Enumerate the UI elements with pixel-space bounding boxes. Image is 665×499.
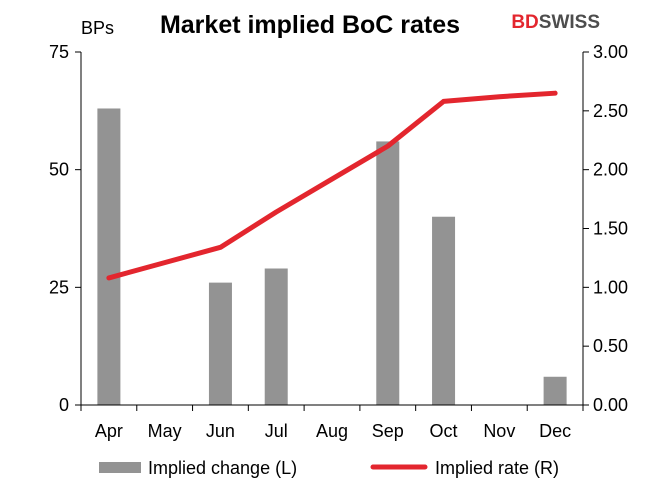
x-tick-label: Sep — [372, 421, 404, 441]
x-tick-label: Aug — [316, 421, 348, 441]
right-tick-label: 3.00 — [593, 42, 628, 62]
x-tick-label: Nov — [483, 421, 515, 441]
right-tick-label: 2.50 — [593, 101, 628, 121]
brand-logo: BDSWISS — [511, 12, 600, 33]
x-tick-label: Oct — [430, 421, 458, 441]
x-tick-label: Apr — [95, 421, 123, 441]
legend: Implied change (L) Implied rate (R) — [99, 458, 559, 478]
left-tick-label: 0 — [59, 395, 69, 415]
legend-item-bars: Implied change (L) — [99, 458, 297, 478]
left-axis-unit: BPs — [81, 18, 114, 38]
right-axis-ticks: 0.00 0.50 1.00 1.50 2.00 2.50 3.00 — [583, 42, 628, 415]
brand-logo-part1: BD — [511, 12, 538, 33]
svg-text:BDSWISS: BDSWISS — [511, 12, 600, 33]
bar-oct — [432, 216, 456, 405]
bar-series — [97, 108, 567, 405]
x-tick-label: May — [148, 421, 182, 441]
bar-jul — [264, 268, 288, 405]
legend-label-line: Implied rate (R) — [435, 458, 559, 478]
right-tick-label: 0.50 — [593, 336, 628, 356]
left-axis-ticks: 0 25 50 75 — [49, 42, 81, 415]
legend-label-bars: Implied change (L) — [148, 458, 297, 478]
x-tick-label: Dec — [539, 421, 571, 441]
legend-swatch-bars — [99, 462, 141, 473]
bar-jun — [208, 282, 232, 405]
x-tick-label: Jun — [206, 421, 235, 441]
right-tick-label: 1.00 — [593, 277, 628, 297]
right-tick-label: 1.50 — [593, 219, 628, 239]
bar-sep — [376, 141, 400, 405]
left-tick-label: 75 — [49, 42, 69, 62]
right-tick-label: 2.00 — [593, 160, 628, 180]
x-tick-label: Jul — [265, 421, 288, 441]
brand-logo-part2: SWISS — [539, 12, 600, 33]
bar-dec — [543, 376, 567, 405]
left-tick-label: 25 — [49, 277, 69, 297]
legend-item-line: Implied rate (R) — [370, 458, 559, 478]
x-axis-ticks: Apr May Jun Jul Aug Sep Oct Nov Dec — [80, 405, 584, 441]
right-tick-label: 0.00 — [593, 395, 628, 415]
implied-rate-line — [106, 90, 558, 281]
chart-title: Market implied BoC rates — [160, 11, 460, 39]
axes — [80, 52, 584, 406]
bar-apr — [97, 108, 121, 405]
line-series — [106, 90, 558, 281]
left-tick-label: 50 — [49, 160, 69, 180]
